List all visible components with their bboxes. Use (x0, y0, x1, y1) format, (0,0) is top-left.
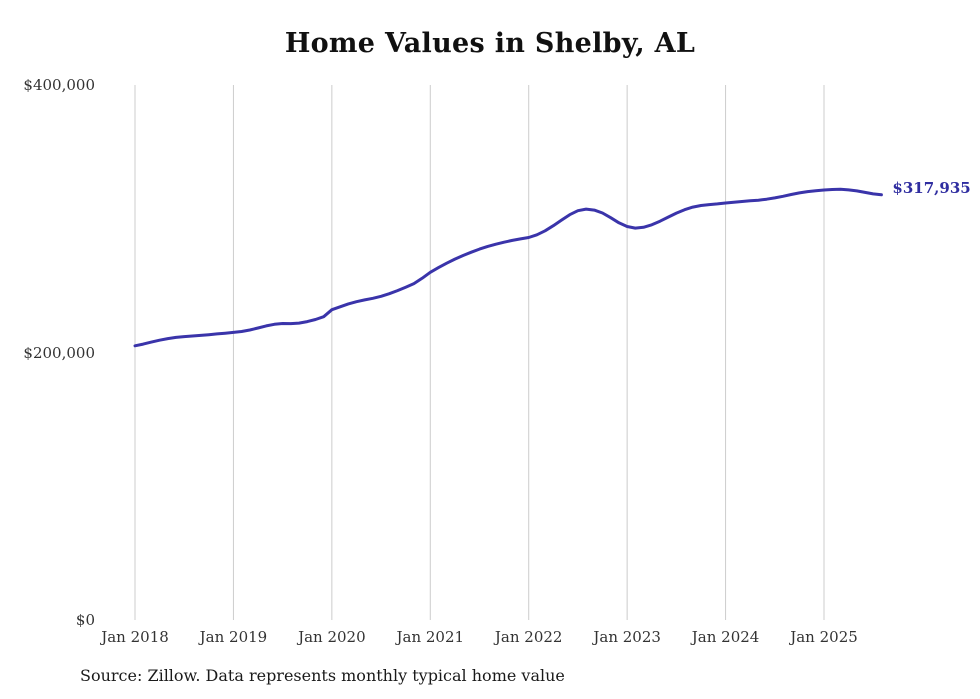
x-axis-tick-label: Jan 2021 (396, 628, 465, 646)
x-axis-tick-label: Jan 2024 (691, 628, 760, 646)
x-axis-tick-label: Jan 2019 (199, 628, 268, 646)
x-axis-tick-label: Jan 2022 (494, 628, 563, 646)
x-axis-tick-label: Jan 2020 (298, 628, 366, 646)
y-axis-tick-label: $0 (75, 611, 95, 629)
x-axis-tick-label: Jan 2025 (790, 628, 858, 646)
y-axis-tick-label: $400,000 (23, 76, 95, 94)
x-axis-tick-label: Jan 2018 (101, 628, 169, 646)
y-axis-tick-label: $200,000 (23, 343, 95, 362)
home-value-line (133, 187, 883, 348)
chart-title: Home Values in Shelby, AL (284, 28, 696, 59)
source-note: Source: Zillow. Data represents monthly … (80, 666, 565, 685)
x-axis-tick-label: Jan 2023 (593, 628, 661, 646)
latest-value-label: $317,935 (892, 178, 971, 197)
